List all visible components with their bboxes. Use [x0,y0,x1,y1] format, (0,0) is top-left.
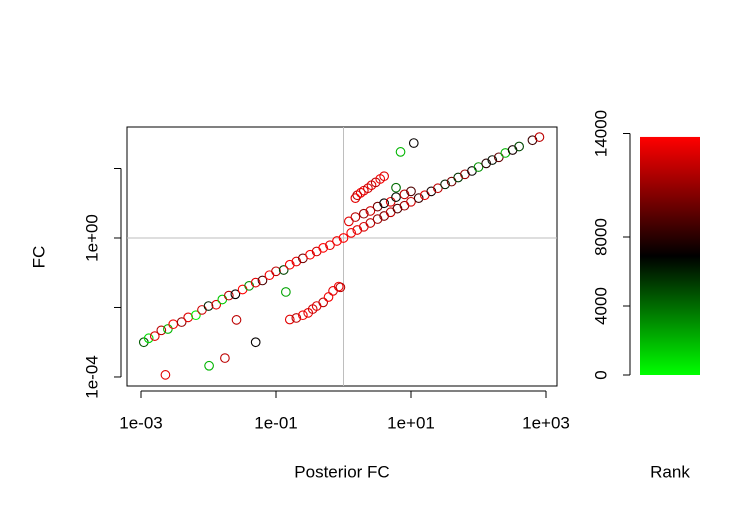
point [355,187,366,198]
point [176,317,187,327]
point [264,270,275,281]
point [413,193,424,204]
y-tick-label: 1e+00 [82,214,101,262]
point [391,192,401,202]
point [160,370,171,380]
x-tick-label: 1e-03 [119,413,162,432]
x-tick-label: 1e+03 [522,413,570,432]
point [350,212,361,222]
point [203,301,214,311]
point [291,256,302,267]
point [332,236,342,246]
x-axis-label: Posterior FC [294,462,389,481]
colorbar-label: Rank [650,462,690,481]
point [191,310,201,321]
point [231,315,242,325]
point [350,193,361,204]
point [507,145,518,155]
point [343,216,354,227]
x-tick-label: 1e+01 [387,413,435,432]
point [284,259,295,270]
point [211,299,222,310]
point [352,225,363,235]
colorbar-tick-label: 4000 [591,287,610,325]
point [391,182,401,193]
point [379,198,389,209]
point [363,183,373,194]
plot-frame [126,126,558,387]
y-tick-label: 1e-04 [82,355,101,398]
point [244,280,254,291]
point [406,186,416,197]
point [325,240,335,251]
point [204,360,214,371]
point [298,310,308,321]
colorbar-tick-label: 8000 [591,218,610,256]
point [163,324,173,334]
point [406,196,416,207]
point [230,289,241,300]
point [257,275,268,286]
point [156,325,167,336]
point [399,200,410,211]
point [250,277,261,288]
point [335,282,346,293]
point [440,179,450,190]
point [197,305,207,315]
point [223,290,234,301]
point [399,189,410,200]
point [379,171,389,182]
point [338,233,349,243]
point [467,166,477,176]
point [372,214,383,224]
point [395,147,406,157]
point [433,183,443,194]
point [291,313,302,323]
point [217,294,228,305]
colorbar-tick-label: 14000 [591,110,610,157]
x-tick-label: 1e-01 [254,413,297,432]
point [284,314,295,325]
point [481,158,492,169]
point [346,228,357,238]
point [281,287,291,297]
point [365,206,376,216]
point [149,331,160,341]
point [323,292,334,302]
point [473,162,484,172]
point [365,218,376,228]
point [372,201,383,212]
point [168,319,179,330]
point [534,132,545,142]
point [143,333,154,344]
point [493,152,504,163]
colorbar-tick-label: 0 [591,370,610,379]
y-axis-label: FC [29,246,48,269]
point [318,243,329,253]
point [278,265,289,275]
point [408,138,419,148]
point [426,186,437,197]
point [318,297,329,308]
point [271,266,281,277]
point [514,141,524,152]
point [220,353,230,363]
point [487,155,498,165]
point [237,284,248,295]
point [358,208,369,219]
colorbar [640,136,700,375]
point [250,337,261,348]
